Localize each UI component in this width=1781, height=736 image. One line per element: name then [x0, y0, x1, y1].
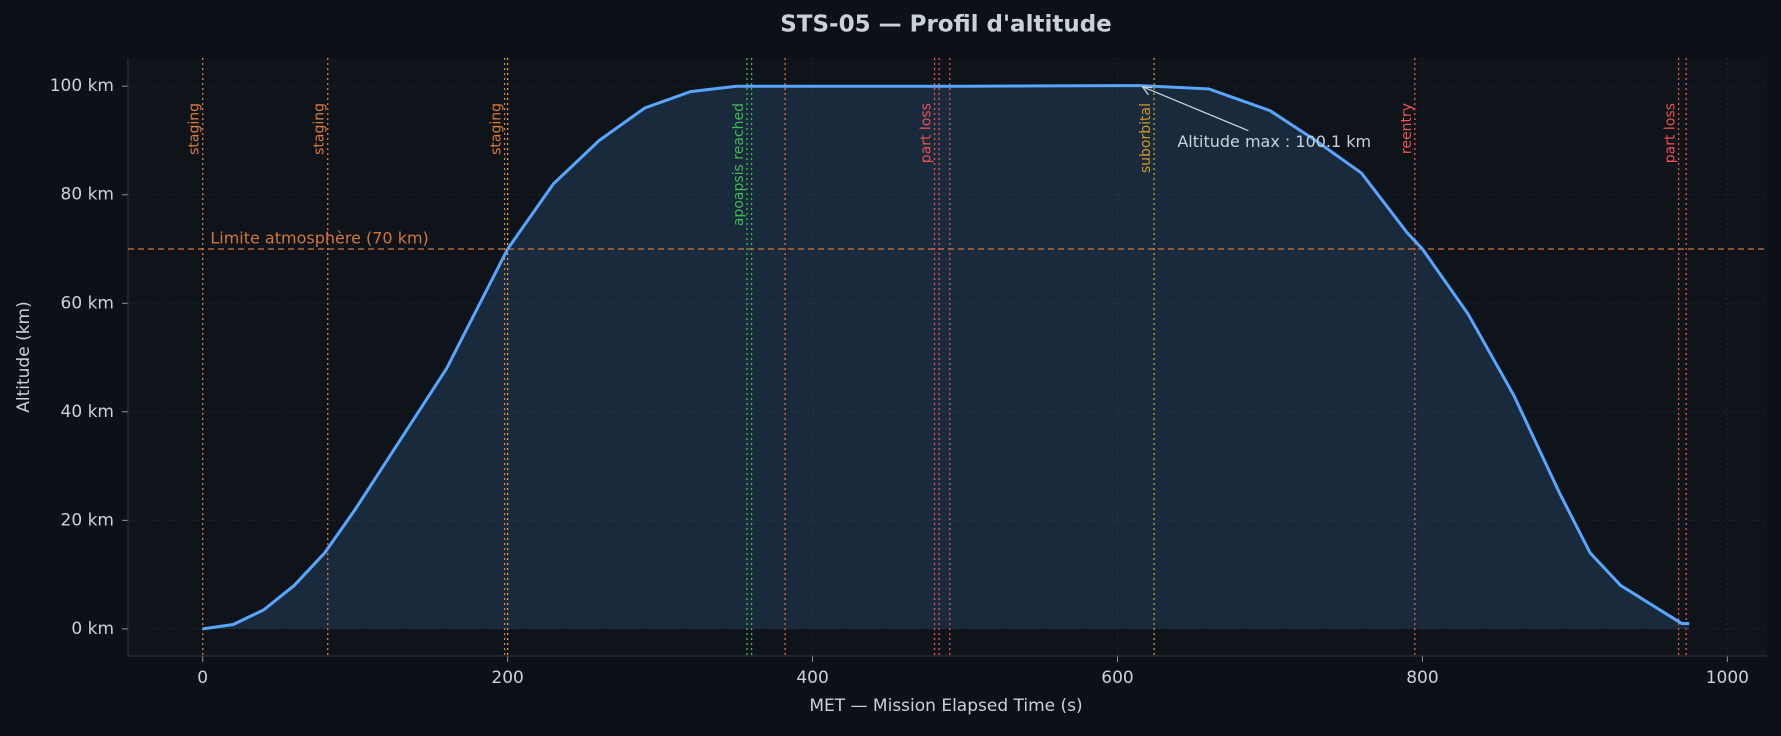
annotation: Altitude max : 100.1 km — [1177, 132, 1371, 151]
event-label: suborbital — [1138, 103, 1154, 173]
y-tick-label: 40 km — [61, 402, 114, 422]
event-label: staging — [312, 103, 328, 155]
event-label: staging — [187, 103, 203, 155]
x-axis-label: MET — Mission Elapsed Time (s) — [809, 696, 1082, 716]
x-tick-label: 0 — [197, 668, 208, 688]
y-tick-label: 100 km — [50, 76, 114, 96]
reference-label: Limite atmosphère (70 km) — [210, 229, 428, 248]
y-tick-label: 60 km — [61, 293, 114, 313]
event-label: staging — [489, 103, 505, 155]
x-tick-label: 600 — [1101, 668, 1133, 688]
line — [202, 84, 1690, 631]
event-label: part loss — [1663, 103, 1679, 163]
y-tick-label: 80 km — [61, 185, 114, 205]
x-tick-label: 800 — [1406, 668, 1438, 688]
annotation-arrow — [1142, 86, 1249, 132]
y-axis-label: Altitude (km) — [14, 301, 34, 413]
x-tick-label: 1000 — [1706, 668, 1749, 688]
annotation-arrowhead — [1141, 86, 1153, 96]
x-tick-label: 400 — [796, 668, 828, 688]
event-label: apoapsis reached — [731, 103, 747, 226]
area — [202, 85, 1690, 629]
y-tick-label: 0 km — [71, 619, 114, 639]
x-tick-label: 200 — [491, 668, 523, 688]
chart-title: STS-05 — Profil d'altitude — [780, 12, 1112, 38]
event-label: reentry — [1399, 103, 1415, 154]
event-label: part loss — [919, 103, 935, 163]
y-tick-label: 20 km — [61, 510, 114, 530]
